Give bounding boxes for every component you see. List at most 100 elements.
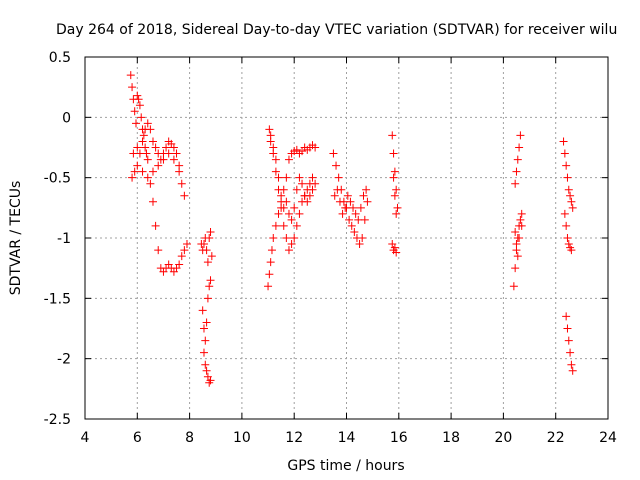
data-point	[175, 260, 184, 269]
data-point	[359, 191, 368, 200]
data-point	[130, 107, 139, 116]
data-point	[269, 143, 278, 152]
data-point	[206, 376, 215, 385]
series-arc-1c	[129, 143, 184, 182]
y-tick-label: -1	[57, 231, 71, 247]
data-point	[334, 173, 343, 182]
data-point	[201, 336, 210, 345]
data-point	[329, 149, 338, 158]
data-point	[201, 360, 210, 369]
data-point	[567, 360, 576, 369]
data-point	[284, 155, 293, 164]
data-point	[515, 234, 524, 242]
series-arc-1a	[126, 71, 191, 276]
data-point	[362, 185, 371, 194]
data-point	[279, 221, 288, 230]
data-point	[287, 215, 296, 224]
data-point	[355, 240, 364, 249]
data-point	[133, 143, 142, 152]
data-point	[292, 185, 301, 194]
data-point	[264, 282, 273, 291]
data-point	[274, 173, 283, 182]
data-point	[564, 240, 573, 249]
data-point	[566, 191, 575, 200]
x-tick-label: 20	[494, 430, 512, 446]
data-point	[128, 83, 137, 92]
data-point	[358, 234, 367, 242]
data-point	[146, 125, 155, 134]
data-point	[287, 240, 296, 249]
data-point	[343, 191, 352, 200]
data-point	[267, 246, 276, 255]
data-point	[290, 234, 299, 242]
data-point	[303, 197, 312, 206]
data-point	[390, 167, 399, 176]
x-tick-label: 22	[547, 430, 565, 446]
data-point	[172, 149, 181, 158]
data-point	[335, 197, 344, 206]
data-point	[308, 185, 317, 194]
data-point	[393, 203, 402, 212]
data-point	[390, 243, 399, 252]
data-point	[133, 161, 142, 170]
data-point	[389, 149, 398, 158]
data-point	[199, 324, 208, 333]
data-point	[295, 173, 304, 182]
data-point	[151, 221, 160, 230]
data-point	[392, 248, 401, 257]
data-point	[266, 137, 275, 146]
data-point	[205, 234, 214, 242]
data-point	[202, 318, 211, 327]
y-tick-label: -0.5	[44, 171, 71, 187]
data-point	[141, 143, 150, 152]
data-point	[143, 155, 152, 164]
data-point	[346, 197, 355, 206]
data-point	[128, 173, 137, 182]
data-point	[308, 173, 317, 182]
data-point	[332, 161, 341, 170]
data-point	[513, 155, 522, 164]
series-arc-5	[388, 131, 402, 257]
series-arc-3a	[264, 141, 320, 291]
data-point	[148, 137, 157, 146]
x-tick-label: 24	[599, 430, 617, 446]
data-point	[512, 240, 521, 249]
x-tick-label: 14	[338, 430, 356, 446]
data-point	[282, 197, 291, 206]
data-point	[511, 264, 520, 273]
data-point	[202, 246, 211, 255]
data-point	[338, 209, 347, 218]
data-point	[390, 191, 399, 200]
x-tick-label: 4	[81, 430, 90, 446]
data-point	[311, 143, 320, 152]
data-point	[564, 336, 573, 345]
data-point	[511, 179, 520, 188]
data-point	[350, 227, 359, 236]
series-arc-2	[197, 227, 216, 387]
data-point	[169, 143, 178, 152]
data-point	[162, 143, 171, 152]
data-point	[205, 282, 214, 291]
data-point	[560, 149, 569, 158]
data-point	[154, 246, 163, 255]
data-point	[137, 113, 146, 122]
data-point	[169, 155, 178, 164]
data-point	[279, 203, 288, 212]
data-point	[274, 185, 283, 194]
data-point	[363, 197, 372, 206]
data-point	[159, 155, 168, 164]
series-arc-7	[559, 137, 577, 375]
data-point	[560, 209, 569, 218]
data-point	[515, 143, 524, 152]
data-point	[277, 191, 286, 200]
data-points	[126, 71, 577, 387]
data-point	[135, 101, 144, 110]
data-point	[271, 167, 280, 176]
x-tick-label: 6	[133, 430, 142, 446]
data-point	[146, 179, 155, 188]
data-point	[138, 167, 147, 176]
data-point	[513, 252, 522, 261]
chart-title: Day 264 of 2018, Sidereal Day-to-day VTE…	[56, 22, 617, 38]
data-point	[175, 167, 184, 176]
